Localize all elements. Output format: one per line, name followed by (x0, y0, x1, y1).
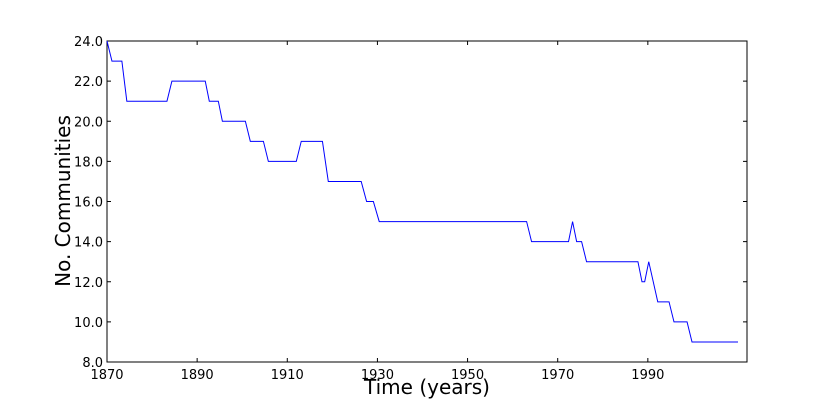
x-tick-label: 1970 (541, 368, 574, 383)
y-tick-label: 20.0 (74, 115, 103, 130)
x-tick-label: 1870 (90, 368, 123, 383)
y-tick-label: 22.0 (74, 75, 103, 90)
x-tick-label: 1990 (631, 368, 664, 383)
y-axis-label: No. Communities (51, 115, 75, 287)
y-tick-label: 14.0 (74, 236, 103, 251)
x-tick-label: 1930 (361, 368, 394, 383)
y-tick-label: 16.0 (74, 196, 103, 211)
x-tick-label: 1890 (181, 368, 214, 383)
plot-area (106, 40, 748, 363)
y-tick-label: 18.0 (74, 155, 103, 170)
data-line (106, 40, 738, 343)
y-tick-label: 12.0 (74, 276, 103, 291)
x-tick-label: 1950 (451, 368, 484, 383)
x-axis-label: Time (years) (363, 375, 490, 399)
y-tick-label: 10.0 (74, 316, 103, 331)
x-tick-label: 1910 (271, 368, 304, 383)
y-tick-label: 8.0 (82, 356, 103, 371)
y-tick-label: 24.0 (74, 35, 103, 50)
